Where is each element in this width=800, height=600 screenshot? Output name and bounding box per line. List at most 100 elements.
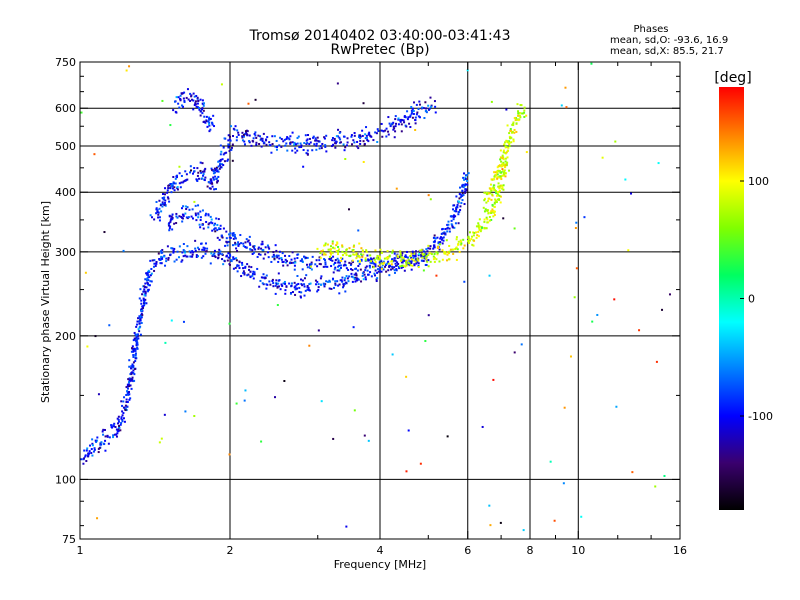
data-point bbox=[225, 151, 228, 154]
data-point bbox=[387, 262, 390, 265]
data-point bbox=[384, 264, 387, 267]
data-point bbox=[350, 262, 353, 265]
data-point bbox=[505, 140, 508, 143]
data-point bbox=[434, 237, 437, 240]
data-point bbox=[150, 280, 153, 283]
data-point bbox=[217, 218, 220, 221]
data-point bbox=[140, 302, 143, 305]
data-point bbox=[325, 134, 328, 137]
data-point bbox=[361, 255, 364, 258]
data-point bbox=[185, 255, 188, 258]
data-point bbox=[211, 229, 214, 232]
data-point bbox=[244, 130, 247, 133]
data-point bbox=[159, 250, 162, 253]
stats-x-line: mean, sd,X: 85.5, 21.7 bbox=[610, 46, 724, 57]
data-point bbox=[141, 293, 144, 296]
data-point bbox=[221, 258, 224, 261]
data-point bbox=[282, 140, 285, 143]
data-point bbox=[132, 355, 135, 358]
data-point bbox=[416, 257, 419, 260]
data-point bbox=[412, 256, 415, 259]
data-point bbox=[406, 110, 409, 113]
data-point bbox=[450, 223, 453, 226]
data-point bbox=[116, 417, 119, 420]
data-point bbox=[320, 147, 323, 150]
data-point bbox=[172, 249, 175, 252]
data-point bbox=[385, 256, 388, 259]
data-point bbox=[374, 261, 377, 264]
data-point bbox=[403, 255, 406, 258]
data-point bbox=[306, 286, 309, 289]
data-point bbox=[213, 178, 216, 181]
data-point bbox=[299, 142, 302, 145]
data-point bbox=[193, 415, 196, 418]
data-point bbox=[147, 269, 150, 272]
data-point bbox=[246, 240, 249, 243]
data-point bbox=[231, 232, 234, 235]
data-point bbox=[452, 248, 455, 251]
data-point bbox=[291, 141, 294, 144]
data-point bbox=[380, 262, 383, 265]
data-point bbox=[219, 166, 222, 169]
data-point bbox=[477, 235, 480, 238]
data-point bbox=[393, 266, 396, 269]
data-point bbox=[118, 424, 121, 427]
data-point bbox=[306, 284, 309, 287]
data-point bbox=[433, 244, 436, 247]
data-point bbox=[560, 104, 563, 107]
data-point bbox=[324, 265, 327, 268]
data-point bbox=[375, 256, 378, 259]
data-point bbox=[217, 253, 220, 256]
data-point bbox=[493, 171, 496, 174]
data-point bbox=[188, 208, 191, 211]
data-point bbox=[502, 170, 505, 173]
data-point bbox=[523, 109, 526, 112]
data-point bbox=[447, 220, 450, 223]
data-point bbox=[496, 177, 499, 180]
data-point bbox=[181, 259, 184, 262]
data-point bbox=[208, 123, 211, 126]
data-point bbox=[135, 338, 138, 341]
data-point bbox=[283, 138, 286, 141]
data-point bbox=[405, 125, 408, 128]
data-point bbox=[378, 255, 381, 258]
data-point bbox=[349, 263, 352, 266]
data-point bbox=[218, 164, 221, 167]
data-point bbox=[130, 365, 133, 368]
data-point bbox=[257, 246, 260, 249]
data-point bbox=[171, 247, 174, 250]
data-point bbox=[213, 167, 216, 170]
data-point bbox=[283, 379, 286, 382]
data-point bbox=[184, 254, 187, 257]
data-point bbox=[376, 128, 379, 131]
data-point bbox=[332, 277, 335, 280]
data-point bbox=[282, 264, 285, 267]
data-point bbox=[574, 227, 577, 230]
data-point bbox=[328, 248, 331, 251]
data-point bbox=[502, 217, 505, 220]
data-point bbox=[265, 274, 268, 277]
data-point bbox=[258, 142, 261, 145]
data-point bbox=[378, 256, 381, 259]
data-point bbox=[141, 314, 144, 317]
data-point bbox=[405, 261, 408, 264]
data-point bbox=[221, 163, 224, 166]
data-point bbox=[417, 264, 420, 267]
data-point bbox=[237, 244, 240, 247]
data-point bbox=[297, 135, 300, 138]
data-point bbox=[108, 324, 111, 327]
data-point bbox=[412, 259, 415, 262]
data-point bbox=[492, 210, 495, 213]
data-point bbox=[189, 251, 192, 254]
data-point bbox=[510, 129, 513, 132]
data-point bbox=[373, 258, 376, 261]
data-point bbox=[365, 134, 368, 137]
data-point bbox=[150, 267, 153, 270]
data-point bbox=[110, 424, 113, 427]
data-point bbox=[360, 253, 363, 256]
data-point bbox=[176, 216, 179, 219]
data-point bbox=[220, 150, 223, 153]
data-point bbox=[293, 281, 296, 284]
data-point bbox=[179, 186, 182, 189]
data-point bbox=[491, 208, 494, 211]
